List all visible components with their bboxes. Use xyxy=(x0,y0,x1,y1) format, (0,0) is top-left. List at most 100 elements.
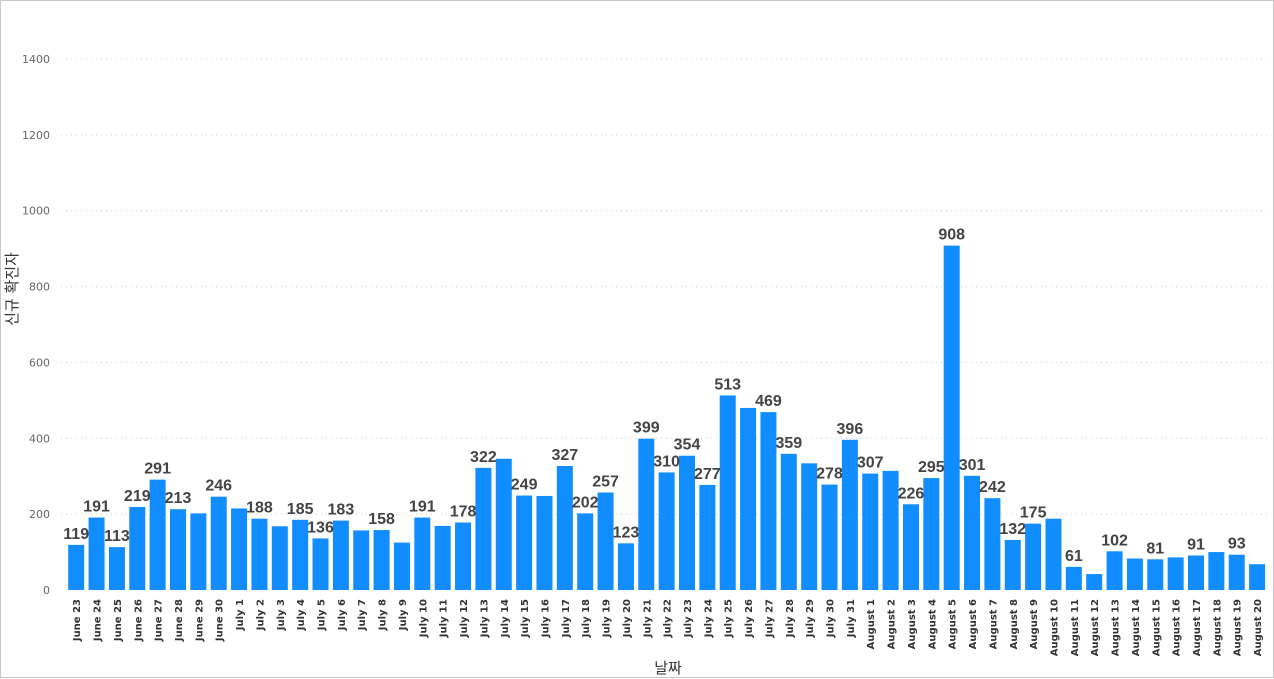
x-tick-label: July 19 xyxy=(602,599,613,638)
bar xyxy=(821,484,838,590)
data-label: 327 xyxy=(551,447,578,464)
data-label: 242 xyxy=(979,479,1006,496)
x-tick-label: August 19 xyxy=(1233,599,1244,656)
y-tick-label: 1400 xyxy=(22,53,50,66)
x-tick-label: August 1 xyxy=(866,599,877,649)
bar xyxy=(1249,564,1266,590)
bar xyxy=(170,509,186,590)
x-tick-label: July 27 xyxy=(764,599,775,638)
bars xyxy=(68,245,1266,591)
bar xyxy=(455,522,472,590)
x-tick-label: July 26 xyxy=(744,599,755,638)
data-label: 513 xyxy=(714,376,741,393)
data-label: 178 xyxy=(450,503,477,520)
bar xyxy=(1065,566,1082,590)
x-tick-label: June 24 xyxy=(93,599,104,642)
bar xyxy=(902,504,919,590)
bar xyxy=(719,395,736,590)
bar xyxy=(1086,574,1103,590)
bar xyxy=(1045,518,1062,590)
bar xyxy=(373,530,390,590)
x-tick-label: June 27 xyxy=(154,599,165,642)
x-tick-label: July 18 xyxy=(581,599,592,638)
y-axis-ticks: 0 200 400 600 800 1000 1200 1400 xyxy=(22,53,50,597)
bar xyxy=(943,245,960,591)
x-tick-label: July 30 xyxy=(826,599,837,638)
x-tick-label: July 1 xyxy=(235,599,246,631)
bar xyxy=(536,495,553,590)
y-tick-label: 800 xyxy=(29,281,50,294)
data-label: 188 xyxy=(246,500,273,517)
data-label: 183 xyxy=(328,502,355,519)
bar xyxy=(801,463,818,590)
bar xyxy=(108,547,125,590)
x-tick-label: July 25 xyxy=(724,599,735,638)
data-label: 277 xyxy=(694,466,721,483)
x-tick-label: August 20 xyxy=(1253,599,1264,656)
data-label: 81 xyxy=(1146,540,1164,557)
bar xyxy=(638,438,655,590)
bar xyxy=(1106,551,1123,590)
bar xyxy=(862,473,879,590)
bar xyxy=(414,517,431,590)
x-tick-label: July 31 xyxy=(846,599,857,638)
data-label: 136 xyxy=(307,519,334,536)
x-tick-label: July 17 xyxy=(561,599,572,638)
x-tick-label: August 5 xyxy=(948,599,959,649)
x-tick-label: July 29 xyxy=(805,599,816,638)
x-tick-label: June 30 xyxy=(215,599,226,642)
data-label: 278 xyxy=(816,466,843,483)
bar xyxy=(740,407,757,590)
y-tick-label: 200 xyxy=(29,508,50,521)
data-label: 175 xyxy=(1020,505,1047,522)
bar xyxy=(760,412,777,590)
bar xyxy=(841,439,858,590)
bar xyxy=(292,519,309,590)
bar xyxy=(984,498,1001,590)
data-label: 191 xyxy=(409,499,436,516)
x-tick-label: July 14 xyxy=(500,599,511,638)
x-tick-label: July 5 xyxy=(317,599,328,631)
x-tick-label: July 24 xyxy=(703,599,714,638)
x-tick-label: July 11 xyxy=(439,599,450,638)
bar xyxy=(1228,554,1245,590)
bar xyxy=(434,525,451,590)
x-tick-label: August 7 xyxy=(988,599,999,649)
x-tick-label: July 20 xyxy=(622,599,633,638)
data-label: 291 xyxy=(144,461,171,478)
bar xyxy=(1147,559,1164,590)
data-label: 123 xyxy=(613,524,640,541)
bar xyxy=(780,453,797,590)
bar xyxy=(475,467,492,590)
x-tick-label: July 22 xyxy=(663,599,674,638)
data-label: 301 xyxy=(959,457,986,474)
data-label: 119 xyxy=(63,526,89,543)
data-label: 132 xyxy=(999,521,1026,538)
x-tick-label: August 14 xyxy=(1131,599,1142,656)
x-axis-label: 날짜 xyxy=(654,659,682,677)
x-tick-label: July 3 xyxy=(276,599,287,631)
bar xyxy=(129,506,146,590)
x-tick-label: July 12 xyxy=(459,599,470,638)
x-tick-label: August 16 xyxy=(1172,599,1183,656)
data-label: 469 xyxy=(755,393,782,410)
bar xyxy=(312,538,329,590)
y-tick-label: 600 xyxy=(29,356,50,369)
bar xyxy=(271,526,288,590)
bar xyxy=(964,475,981,590)
data-label: 102 xyxy=(1101,532,1128,549)
bar xyxy=(251,518,268,590)
x-tick-label: June 29 xyxy=(194,599,205,642)
bar xyxy=(231,508,248,590)
bar xyxy=(88,517,105,590)
data-label: 307 xyxy=(857,455,884,472)
x-tick-label: July 6 xyxy=(337,599,348,631)
bar xyxy=(149,479,166,590)
x-tick-label: July 16 xyxy=(540,599,551,638)
bar xyxy=(556,465,573,590)
bar xyxy=(190,513,207,590)
x-tick-label: July 13 xyxy=(479,599,490,638)
data-label: 191 xyxy=(83,499,110,516)
